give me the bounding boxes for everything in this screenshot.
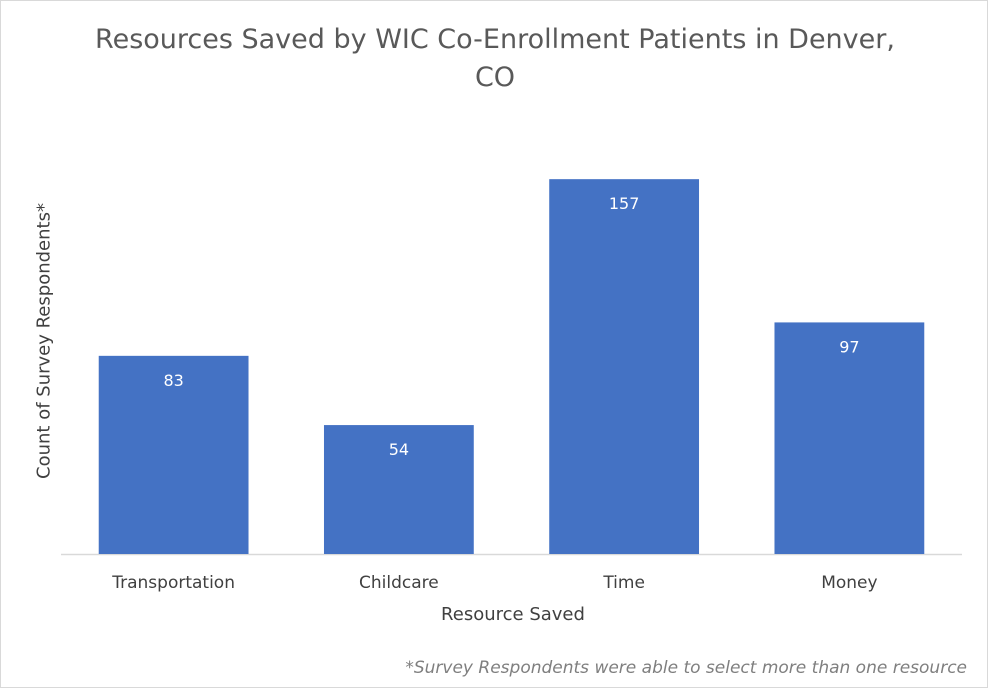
chart-footnote: *Survey Respondents were able to select … [405, 658, 967, 678]
data-label-money: 97 [839, 337, 859, 356]
x-tick-label-time: Time [602, 573, 645, 593]
chart-title: Resources Saved by WIC Co-Enrollment Pat… [95, 24, 895, 93]
bar-childcare [323, 425, 474, 554]
x-axis-label: Resource Saved [441, 604, 585, 625]
x-tick-label-money: Money [821, 573, 877, 593]
data-label-childcare: 54 [389, 440, 409, 459]
data-label-time: 157 [609, 194, 640, 213]
x-tick-label-childcare: Childcare [359, 573, 439, 593]
data-label-transportation: 83 [163, 371, 183, 390]
bar-money [774, 322, 925, 554]
x-tick-label-transportation: Transportation [111, 573, 235, 593]
bar-time [549, 179, 700, 554]
bar-transportation [98, 355, 249, 554]
